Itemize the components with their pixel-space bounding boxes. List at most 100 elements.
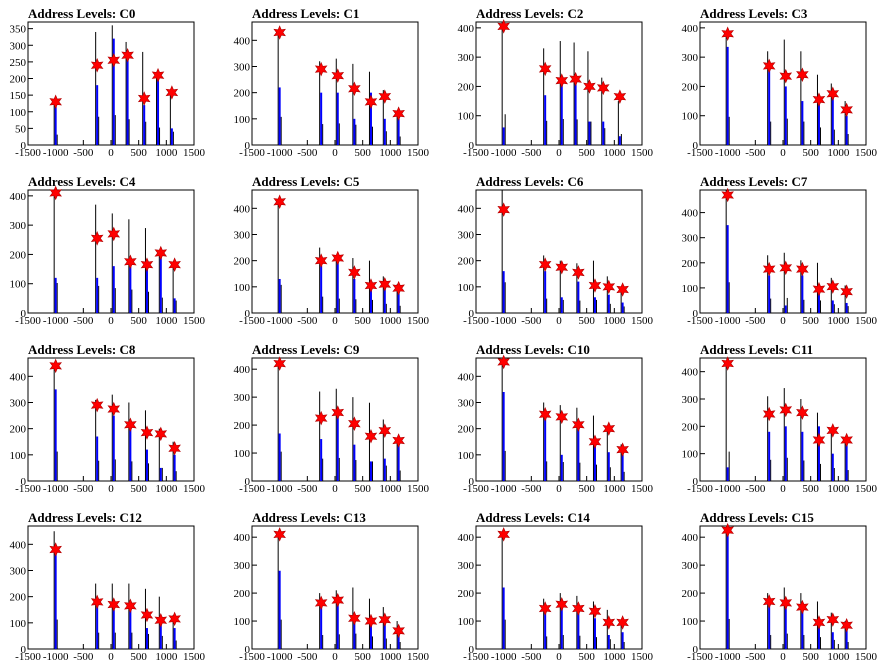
x-tick-label: 1500 [407, 651, 430, 663]
y-tick-label: 200 [682, 421, 699, 433]
star-icon [572, 417, 585, 432]
star-icon [107, 226, 121, 242]
y-tick-label: 0 [21, 644, 27, 656]
plot-frame [27, 525, 195, 650]
x-tick-label: -1500 [463, 483, 489, 495]
chart-title: Address Levels: C0 [28, 6, 135, 21]
x-tick-label: 1500 [631, 315, 654, 327]
x-tick-label: -1000 [43, 651, 69, 663]
star-icon [555, 597, 569, 612]
y-tick-label: 300 [682, 233, 699, 245]
chart-title: Address Levels: C6 [476, 174, 584, 189]
star-icon [779, 260, 793, 276]
star-icon [90, 397, 104, 413]
x-tick-label: -1500 [687, 651, 713, 663]
y-tick-label: 50 [15, 123, 27, 135]
x-tick-label: 0 [556, 651, 562, 663]
x-tick-label: 1500 [407, 315, 430, 327]
star-icon [762, 58, 776, 74]
y-tick-label: 0 [693, 308, 699, 320]
x-tick-label: 500 [130, 651, 147, 663]
y-tick-label: 300 [234, 392, 251, 404]
star-icon [392, 623, 405, 639]
y-tick-label: 0 [245, 140, 251, 152]
x-tick-label: -500 [745, 315, 766, 327]
x-tick-label: 1500 [631, 147, 654, 159]
star-icon [314, 410, 328, 426]
x-tick-label: 1000 [827, 483, 850, 495]
star-icon [721, 356, 734, 371]
x-tick-label: -1000 [491, 315, 517, 327]
star-icon [613, 89, 627, 104]
y-tick-label: 0 [21, 476, 27, 488]
chart-title: Address Levels: C9 [252, 342, 360, 357]
y-tick-label: 100 [234, 448, 251, 460]
y-tick-label: 200 [10, 424, 27, 436]
x-tick-label: 0 [780, 483, 786, 495]
x-tick-label: -500 [521, 651, 542, 663]
chart-panel: Address Levels: C11 0 100 200 300 400 -1500 -10… [682, 342, 878, 495]
star-icon [572, 601, 585, 616]
y-tick-label: 100 [10, 107, 27, 119]
x-tick-label: -1000 [267, 147, 293, 159]
x-tick-label: 1000 [379, 147, 402, 159]
star-icon [364, 429, 378, 444]
star-icon [392, 433, 405, 448]
y-tick-label: 0 [469, 140, 475, 152]
x-tick-label: -1000 [267, 483, 293, 495]
x-tick-label: 1000 [379, 483, 402, 495]
x-tick-label: -1000 [491, 651, 517, 663]
star-icon [140, 257, 154, 272]
star-icon [555, 259, 569, 275]
star-icon [49, 94, 62, 110]
chart-panel: Address Levels: C14 0 100 200 300 400 -1500 -10… [458, 510, 654, 663]
chart-panel: Address Levels: C13 0 100 200 300 400 -1500 -10… [234, 510, 430, 663]
star-icon [779, 595, 793, 611]
chart-panel: Address Levels: C2 0 100 200 300 400 -1500 -100… [458, 6, 654, 159]
x-tick-label: 1500 [407, 147, 430, 159]
star-icon [273, 356, 286, 371]
x-tick-label: 1000 [155, 483, 178, 495]
star-icon [90, 594, 104, 610]
y-tick-label: 250 [10, 57, 27, 69]
plot-frame [27, 189, 195, 314]
x-tick-label: 500 [130, 483, 147, 495]
x-tick-label: 500 [578, 483, 595, 495]
star-icon [331, 592, 345, 608]
star-icon [497, 527, 510, 542]
star-icon [331, 250, 345, 266]
y-tick-label: 100 [682, 616, 699, 628]
x-tick-label: -500 [745, 147, 766, 159]
y-tick-label: 0 [245, 476, 251, 488]
x-tick-label: 500 [802, 147, 819, 159]
x-tick-label: -1000 [43, 483, 69, 495]
y-tick-label: 100 [682, 449, 699, 461]
star-icon [555, 409, 569, 425]
star-icon [721, 522, 734, 538]
star-icon [107, 52, 121, 68]
x-tick-label: 0 [556, 147, 562, 159]
y-tick-label: 100 [682, 111, 699, 123]
star-icon [348, 416, 361, 431]
star-icon [165, 85, 179, 100]
chart-panel: Address Levels: C0 0 50 100 150 200 250 300 350 -… [10, 6, 206, 159]
x-tick-label: 1500 [183, 315, 206, 327]
x-tick-label: 1000 [155, 651, 178, 663]
plot-frame [475, 525, 643, 650]
y-tick-label: 400 [234, 532, 251, 544]
x-tick-label: -1000 [267, 315, 293, 327]
y-tick-label: 200 [458, 256, 475, 268]
x-tick-label: -1500 [463, 147, 489, 159]
star-icon [812, 615, 826, 630]
x-tick-label: 0 [780, 651, 786, 663]
star-icon [378, 276, 392, 292]
star-icon [273, 527, 286, 542]
chart-title: Address Levels: C13 [252, 510, 366, 525]
plot-frame [251, 357, 419, 482]
x-tick-label: 1000 [603, 651, 626, 663]
x-tick-label: 1000 [379, 651, 402, 663]
x-tick-label: 1500 [855, 147, 878, 159]
star-icon [314, 595, 328, 611]
y-tick-label: 150 [10, 90, 27, 102]
